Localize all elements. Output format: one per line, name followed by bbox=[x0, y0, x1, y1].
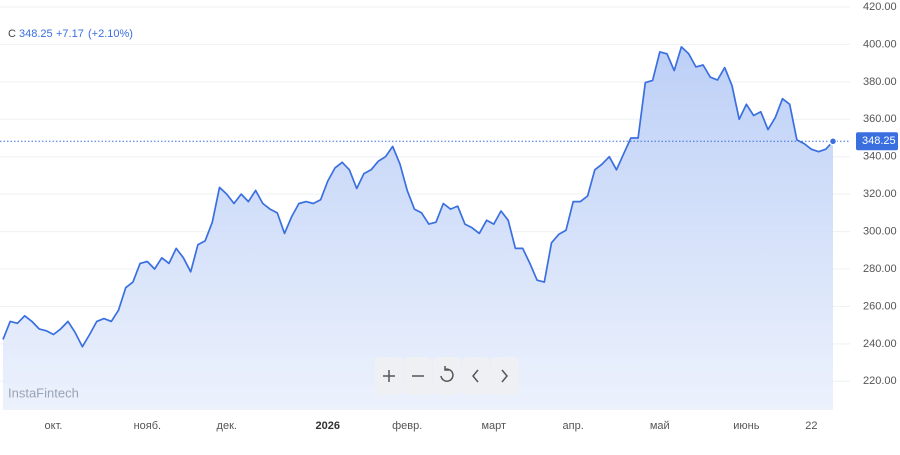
change: +7.17 bbox=[56, 28, 84, 40]
x-tick-label: февр. bbox=[392, 420, 422, 432]
x-tick-label: июнь bbox=[733, 420, 759, 432]
y-tick-label: 260.00 bbox=[863, 300, 897, 312]
symbol: C bbox=[8, 28, 16, 40]
x-tick-label: нояб. bbox=[134, 420, 162, 432]
x-tick-label: март bbox=[481, 420, 506, 432]
y-tick-label: 220.00 bbox=[863, 375, 897, 387]
x-tick-label: апр. bbox=[563, 420, 584, 432]
scroll-left-button[interactable] bbox=[462, 357, 490, 395]
reset-icon bbox=[440, 366, 454, 382]
price-line bbox=[2, 46, 834, 348]
y-tick-label: 280.00 bbox=[863, 263, 897, 275]
price-tag-label: 348.25 bbox=[862, 135, 896, 147]
last-price-dot bbox=[828, 137, 838, 146]
area bbox=[3, 46, 833, 411]
y-tick-label: 400.00 bbox=[863, 38, 897, 50]
zoom-in-icon bbox=[383, 370, 395, 382]
scroll-right-button[interactable] bbox=[491, 357, 519, 395]
x-tick-label: 22 bbox=[805, 420, 817, 432]
toolbar bbox=[375, 357, 519, 395]
y-tick-label: 360.00 bbox=[863, 113, 897, 125]
scroll-left-icon bbox=[472, 369, 479, 383]
y-tick-label: 320.00 bbox=[863, 188, 897, 200]
y-tick-label: 300.00 bbox=[863, 225, 897, 237]
y-tick-label: 240.00 bbox=[863, 338, 897, 350]
scroll-right-icon bbox=[501, 369, 508, 383]
x-tick-label: окт. bbox=[45, 420, 63, 432]
x-tick-label: дек. bbox=[217, 420, 237, 432]
x-tick-label: 2026 bbox=[316, 420, 340, 432]
y-tick-label: 380.00 bbox=[863, 76, 897, 88]
x-tick-label: май bbox=[650, 420, 670, 432]
y-tick-label: 340.00 bbox=[863, 151, 897, 163]
watermark: InstaFintech bbox=[8, 385, 79, 400]
y-tick-label: 420.00 bbox=[863, 1, 897, 13]
price-tag bbox=[856, 132, 898, 151]
price: 348.25 bbox=[19, 28, 53, 40]
reset-button[interactable] bbox=[433, 357, 461, 395]
change-pct: (+2.10%) bbox=[88, 28, 133, 40]
